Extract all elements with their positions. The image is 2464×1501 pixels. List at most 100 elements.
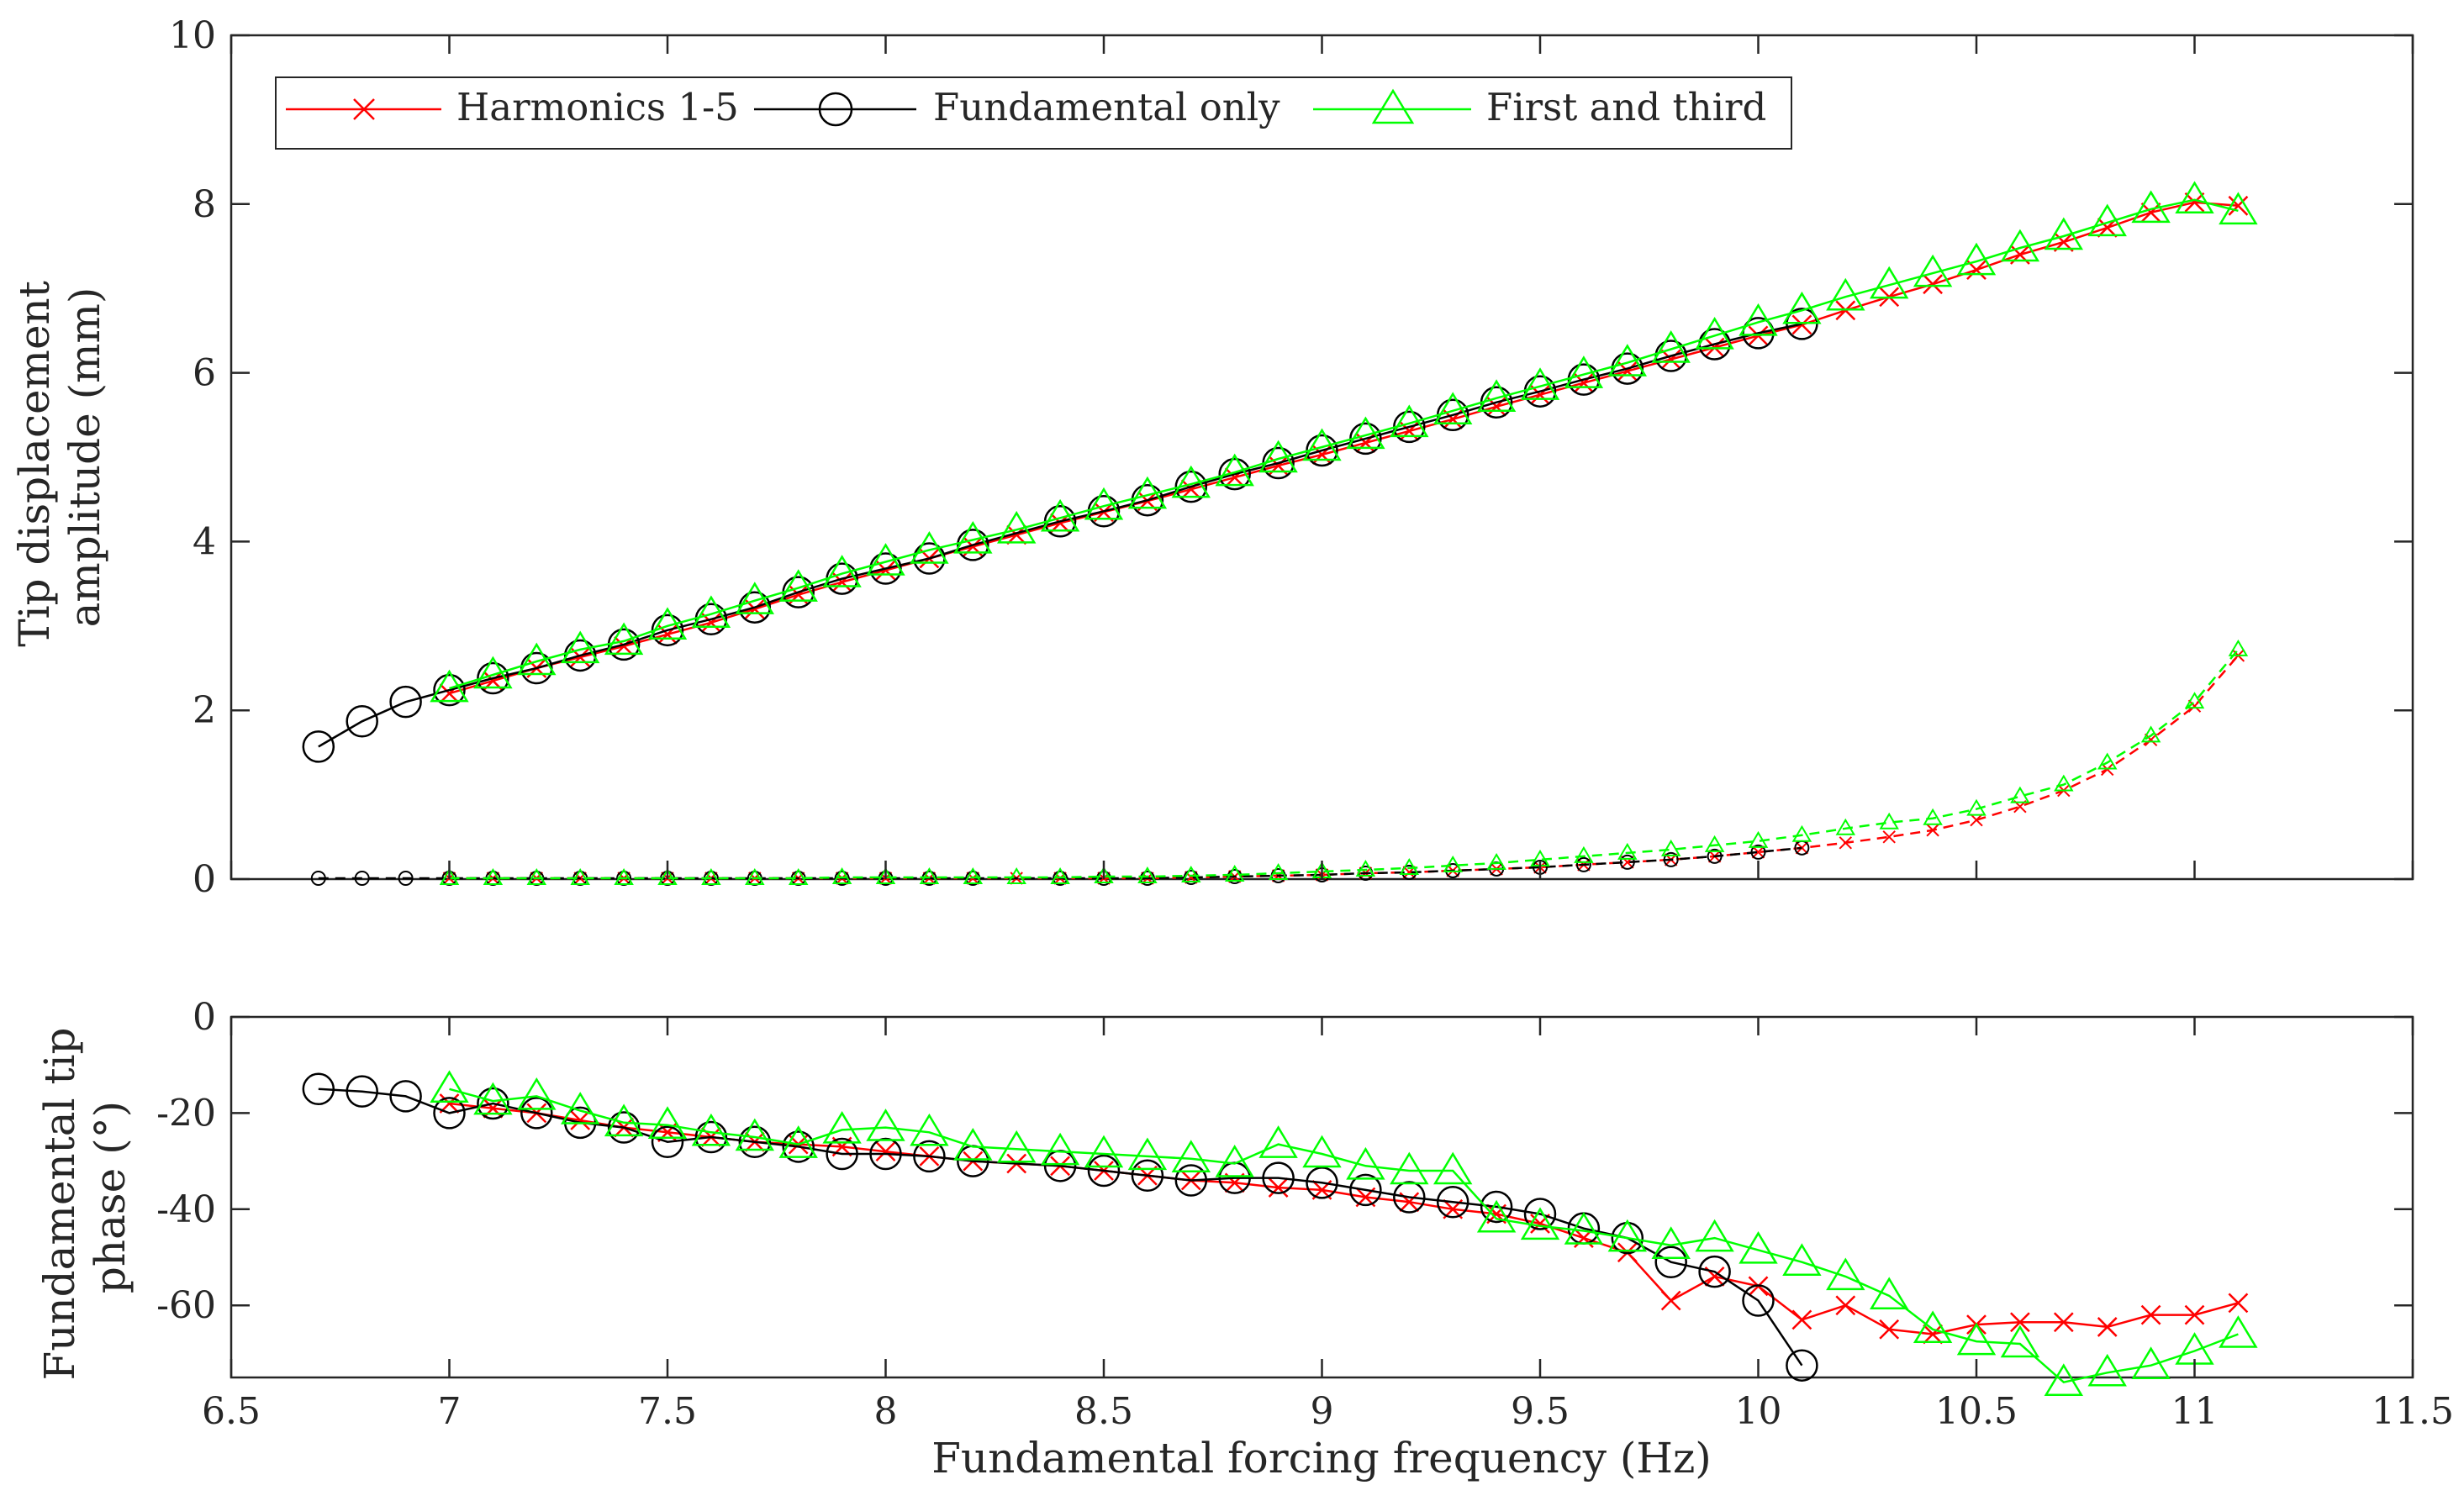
marker-triangle-small: [1094, 866, 1114, 883]
marker-x-small: [1795, 841, 1809, 855]
marker-triangle: [1607, 1219, 1648, 1252]
series-line: [318, 1088, 1803, 1367]
marker-triangle: [1258, 1125, 1298, 1158]
marker-triangle: [1476, 1199, 1517, 1233]
marker-x: [1835, 1295, 1856, 1316]
marker-triangle-small: [1574, 845, 1594, 863]
marker-triangle: [560, 630, 600, 664]
marker-triangle: [1869, 266, 1909, 299]
marker-triangle: [1739, 303, 1778, 336]
top-ylabel-line-1: Tip displacement: [10, 281, 59, 647]
bottom-xtick-label: 9.5: [1511, 1390, 1570, 1433]
marker-x: [2097, 1317, 2118, 1337]
marker-circle: [346, 705, 378, 738]
marker-triangle: [2131, 1346, 2171, 1379]
top-ytick-label: 4: [193, 520, 216, 563]
marker-triangle: [1302, 428, 1342, 461]
marker-triangle: [2219, 1315, 2258, 1348]
marker-triangle-small: [963, 867, 984, 884]
bottom-axes: 0 -20 -40 -60 6.5 7 7.5 8 8.5 9 9.5 10 10.5 11 11.5 F…: [35, 996, 2454, 1433]
marker-circle: [346, 1075, 378, 1108]
marker-triangle: [1913, 254, 1953, 287]
marker-triangle-small: [788, 868, 809, 885]
marker-x: [875, 1141, 896, 1162]
marker-triangle: [1913, 1310, 1953, 1344]
marker-x-small: [2187, 699, 2202, 713]
top-ytick-label: 0: [193, 858, 216, 901]
marker-triangle: [996, 510, 1037, 544]
bottom-xtick-label: 10.5: [1935, 1390, 2018, 1433]
top-ylabel: Tip displacement amplitude (mm): [10, 267, 109, 647]
marker-triangle: [1869, 1277, 1909, 1310]
marker-triangle: [1302, 1135, 1342, 1168]
marker-triangle: [1171, 1140, 1211, 1172]
marker-triangle: [735, 582, 775, 614]
legend-marker-harmonics: [353, 98, 375, 120]
marker-triangle: [1564, 1212, 1604, 1245]
marker-triangle: [1520, 1207, 1560, 1240]
legend-label-harmonics: Harmonics 1-5: [456, 85, 739, 129]
marker-triangle: [1695, 316, 1734, 350]
marker-triangle-small: [1835, 818, 1856, 835]
marker-triangle-small: [875, 867, 896, 884]
marker-triangle: [1346, 1146, 1385, 1180]
marker-triangle: [691, 1113, 731, 1146]
marker-triangle-small: [2140, 725, 2161, 743]
marker-circle: [1306, 1167, 1338, 1199]
marker-triangle: [735, 1118, 775, 1151]
marker-circle: [1218, 457, 1251, 491]
marker-triangle: [647, 607, 688, 640]
marker-triangle: [1432, 392, 1473, 425]
marker-x: [2140, 202, 2161, 223]
bottom-ytick-label: -40: [156, 1188, 216, 1231]
marker-triangle-small: [1966, 798, 1987, 816]
bottom-ytick-label: -60: [156, 1284, 216, 1327]
marker-triangle: [517, 1077, 557, 1110]
marker-triangle: [1127, 476, 1168, 509]
top-ytick-label: 10: [169, 14, 216, 57]
marker-triangle: [778, 1125, 818, 1158]
marker-circle: [563, 639, 597, 672]
marker-circle: [607, 1111, 641, 1144]
marker-triangle: [1826, 1257, 1865, 1291]
marker-triangle: [1739, 1230, 1778, 1264]
marker-triangle-small: [2228, 639, 2249, 656]
marker-circle: [1742, 1284, 1775, 1317]
marker-triangle: [866, 543, 905, 576]
marker-triangle-small: [1443, 855, 1463, 872]
bottom-series-group: [302, 1070, 2258, 1396]
marker-triangle-small: [657, 868, 678, 885]
marker-triangle-small: [1355, 859, 1376, 877]
marker-circle: [302, 1072, 335, 1106]
marker-triangle: [1651, 330, 1691, 363]
top-axes: 0 2 4 6 8 10 Tip displacement amplitude (mm): [10, 14, 2414, 901]
bottom-xtick-label: 8.5: [1074, 1390, 1133, 1433]
marker-triangle: [560, 1092, 600, 1124]
legend-label-fundamental: Fundamental only: [933, 85, 1280, 129]
marker-circle: [869, 1137, 902, 1171]
marker-x-small: [1882, 830, 1896, 844]
marker-triangle-small: [483, 868, 504, 885]
marker-triangle-small: [1224, 865, 1245, 882]
marker-triangle-small: [1923, 808, 1943, 825]
marker-triangle: [1346, 416, 1385, 450]
marker-triangle-small: [614, 868, 634, 885]
marker-triangle: [1476, 379, 1517, 412]
marker-circle: [302, 730, 335, 763]
top-x-ticks: [230, 35, 2414, 879]
marker-x-small: [1926, 824, 1939, 837]
marker-circle: [1611, 352, 1644, 385]
marker-triangle: [1651, 1226, 1691, 1259]
marker-triangle: [473, 1082, 513, 1115]
legend-item-harmonics: Harmonics 1-5: [286, 85, 739, 129]
bottom-x-ticks: 6.5 7 7.5 8 8.5 9 9.5 10 10.5 11 11.5: [202, 1017, 2454, 1433]
marker-x: [2140, 1304, 2161, 1325]
marker-triangle: [2044, 1363, 2084, 1396]
marker-circle: [1087, 1154, 1121, 1188]
marker-triangle: [822, 1110, 862, 1144]
marker-x: [2184, 192, 2205, 213]
marker-triangle: [691, 595, 731, 628]
marker-triangle: [1782, 1243, 1822, 1276]
marker-triangle: [473, 656, 513, 689]
